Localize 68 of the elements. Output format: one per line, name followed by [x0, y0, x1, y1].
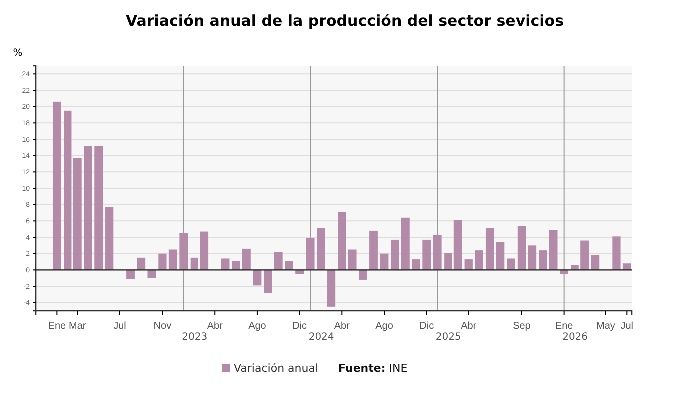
- bar: [591, 255, 600, 270]
- bar: [486, 228, 494, 270]
- bar: [221, 258, 230, 270]
- x-tick-label: Sep: [513, 321, 532, 332]
- x-tick-label: Abr: [461, 321, 478, 332]
- x-tick-label: Ago: [248, 321, 267, 332]
- x-tick-label: Ene: [48, 321, 67, 332]
- bar: [433, 235, 442, 270]
- x-tick-label: Jul: [620, 321, 634, 332]
- x-tick-label: Ene: [555, 321, 574, 332]
- ref-line-label: 2023: [182, 332, 208, 343]
- bar: [285, 261, 294, 270]
- bar: [338, 212, 346, 270]
- bar: [148, 270, 156, 278]
- x-tick-label: Jul: [114, 321, 126, 332]
- x-tick-label: Dic: [420, 321, 434, 332]
- bar: [622, 264, 632, 270]
- bar: [180, 233, 188, 270]
- bar: [370, 230, 378, 270]
- x-tick-label: Mar: [69, 321, 87, 332]
- bar: [242, 248, 251, 270]
- bar: [444, 253, 452, 270]
- bar: [73, 158, 82, 270]
- bar: [549, 230, 558, 270]
- bar: [612, 236, 621, 270]
- bar: [264, 270, 272, 294]
- bar: [94, 146, 104, 270]
- bar: [359, 270, 368, 280]
- x-tick-label: Dic: [292, 321, 308, 332]
- ref-line-label: 2025: [436, 332, 462, 343]
- x-tick-label: May: [596, 321, 616, 332]
- bar: [412, 260, 420, 270]
- chart-title: Variación anual de la producción del sector sevicios: [126, 12, 564, 30]
- x-tick-label: Abr: [207, 321, 224, 332]
- bar: [327, 270, 336, 307]
- bar: [348, 250, 357, 270]
- bar: [306, 238, 315, 270]
- y-axis-title: %: [13, 48, 23, 59]
- bar: [518, 226, 526, 270]
- source-note: Fuente: INE: [338, 362, 408, 375]
- bar: [274, 252, 283, 270]
- bar: [64, 110, 72, 270]
- bar: [137, 258, 146, 270]
- bar: [84, 146, 92, 270]
- bar: [168, 250, 178, 270]
- bar: [232, 261, 240, 270]
- bar: [52, 102, 62, 270]
- legend-label: Variación anual: [234, 362, 319, 375]
- bar: [380, 254, 389, 270]
- bar: [539, 250, 548, 270]
- bar: [464, 260, 473, 270]
- bar: [507, 258, 516, 270]
- bar: [475, 250, 484, 270]
- x-tick-label: Nov: [154, 321, 172, 332]
- x-tick-label: Abr: [334, 321, 351, 332]
- ref-line-label: 2024: [308, 332, 334, 343]
- bar: [401, 218, 410, 270]
- bar: [106, 207, 114, 270]
- bar: [454, 220, 462, 270]
- bar: [126, 270, 135, 280]
- bar: [496, 242, 505, 270]
- x-tick-label: Ago: [376, 321, 394, 332]
- bar: [158, 254, 167, 270]
- bar: [391, 240, 400, 270]
- bar: [317, 228, 326, 270]
- bar: [528, 246, 537, 270]
- ref-line-label: 2026: [562, 332, 588, 343]
- bar: [422, 240, 432, 270]
